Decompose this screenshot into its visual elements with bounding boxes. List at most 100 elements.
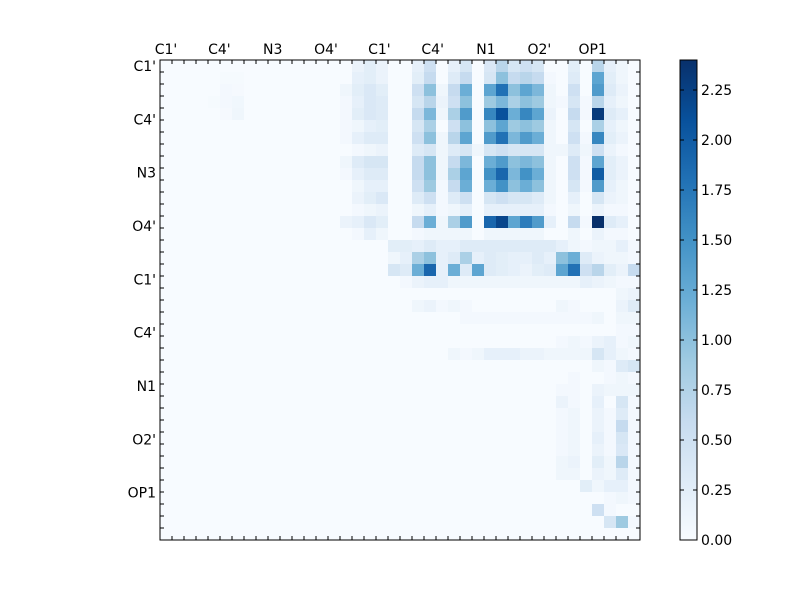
- heatmap-cell: [292, 108, 305, 121]
- heatmap-cell: [556, 444, 569, 457]
- heatmap-cell: [616, 276, 629, 289]
- heatmap-cell: [448, 504, 461, 517]
- heatmap-cell: [328, 156, 341, 169]
- heatmap-cell: [400, 444, 413, 457]
- heatmap-cell: [184, 468, 197, 481]
- heatmap-cell: [172, 228, 185, 241]
- heatmap-cell: [256, 372, 269, 385]
- heatmap-cell: [340, 384, 353, 397]
- heatmap-cell: [268, 288, 281, 301]
- heatmap-cell: [328, 60, 341, 73]
- heatmap-cell: [460, 480, 473, 493]
- heatmap-cell: [220, 132, 233, 145]
- heatmap-cell: [520, 192, 533, 205]
- heatmap-cell: [256, 144, 269, 157]
- heatmap-cell: [544, 144, 557, 157]
- heatmap-cell: [352, 516, 365, 529]
- heatmap-cell: [172, 300, 185, 313]
- heatmap-cell: [568, 432, 581, 445]
- heatmap-cell: [472, 408, 485, 421]
- heatmap-cell: [376, 468, 389, 481]
- heatmap-cell: [496, 264, 509, 277]
- heatmap-cell: [280, 504, 293, 517]
- heatmap-cell: [592, 264, 605, 277]
- heatmap-cell: [400, 72, 413, 85]
- heatmap-cell: [244, 240, 257, 253]
- heatmap-cell: [460, 492, 473, 505]
- heatmap-cell: [328, 228, 341, 241]
- heatmap-cell: [184, 276, 197, 289]
- heatmap-cell: [628, 480, 641, 493]
- x-tick-label: C1': [368, 42, 391, 58]
- heatmap-cell: [604, 168, 617, 181]
- heatmap-cell: [364, 264, 377, 277]
- heatmap-cell: [196, 516, 209, 529]
- heatmap-cell: [208, 336, 221, 349]
- heatmap-cell: [316, 240, 329, 253]
- heatmap-cell: [508, 528, 521, 541]
- heatmap-cell: [352, 84, 365, 97]
- heatmap-cell: [268, 312, 281, 325]
- heatmap-cell: [544, 72, 557, 85]
- heatmap-cell: [448, 84, 461, 97]
- heatmap-cell: [568, 360, 581, 373]
- heatmap-cell: [304, 240, 317, 253]
- heatmap-cell: [592, 72, 605, 85]
- heatmap-cell: [412, 396, 425, 409]
- heatmap-cell: [376, 492, 389, 505]
- heatmap-cell: [388, 324, 401, 337]
- heatmap-cell: [388, 336, 401, 349]
- heatmap-cell: [580, 216, 593, 229]
- heatmap-cell: [412, 288, 425, 301]
- heatmap-cell: [616, 420, 629, 433]
- heatmap-cell: [208, 312, 221, 325]
- heatmap-cell: [436, 180, 449, 193]
- heatmap-cell: [616, 168, 629, 181]
- heatmap-cell: [628, 420, 641, 433]
- heatmap-cell: [508, 240, 521, 253]
- heatmap-cell: [388, 348, 401, 361]
- heatmap-cell: [244, 288, 257, 301]
- heatmap-cell: [424, 372, 437, 385]
- heatmap-cell: [592, 276, 605, 289]
- heatmap-cell: [376, 276, 389, 289]
- heatmap-cell: [520, 216, 533, 229]
- heatmap-cell: [496, 60, 509, 73]
- heatmap-cell: [376, 504, 389, 517]
- heatmap-cell: [388, 480, 401, 493]
- heatmap-cell: [412, 528, 425, 541]
- heatmap-cell: [400, 228, 413, 241]
- heatmap-cell: [508, 144, 521, 157]
- heatmap-cell: [508, 180, 521, 193]
- heatmap-cell: [268, 432, 281, 445]
- heatmap-cell: [436, 240, 449, 253]
- heatmap-cell: [544, 180, 557, 193]
- heatmap-cell: [472, 384, 485, 397]
- heatmap-cell: [532, 444, 545, 457]
- heatmap-cell: [172, 396, 185, 409]
- heatmap-cell: [400, 252, 413, 265]
- heatmap-cell: [196, 108, 209, 121]
- heatmap-cell: [184, 324, 197, 337]
- heatmap-cell: [412, 84, 425, 97]
- heatmap-cell: [388, 372, 401, 385]
- heatmap-cell: [544, 468, 557, 481]
- heatmap-cell: [340, 420, 353, 433]
- heatmap-cell: [316, 420, 329, 433]
- heatmap-cell: [388, 72, 401, 85]
- heatmap-cell: [328, 264, 341, 277]
- heatmap-cell: [592, 312, 605, 325]
- heatmap-cell: [376, 336, 389, 349]
- heatmap-cell: [292, 468, 305, 481]
- heatmap-cell: [292, 180, 305, 193]
- heatmap-cell: [580, 504, 593, 517]
- heatmap-cell: [460, 384, 473, 397]
- heatmap-cell: [268, 504, 281, 517]
- heatmap-cell: [436, 348, 449, 361]
- heatmap-cell: [352, 384, 365, 397]
- heatmap-cell: [352, 156, 365, 169]
- heatmap-cell: [172, 96, 185, 109]
- heatmap-cell: [352, 348, 365, 361]
- heatmap-cell: [388, 132, 401, 145]
- heatmap-cell: [400, 276, 413, 289]
